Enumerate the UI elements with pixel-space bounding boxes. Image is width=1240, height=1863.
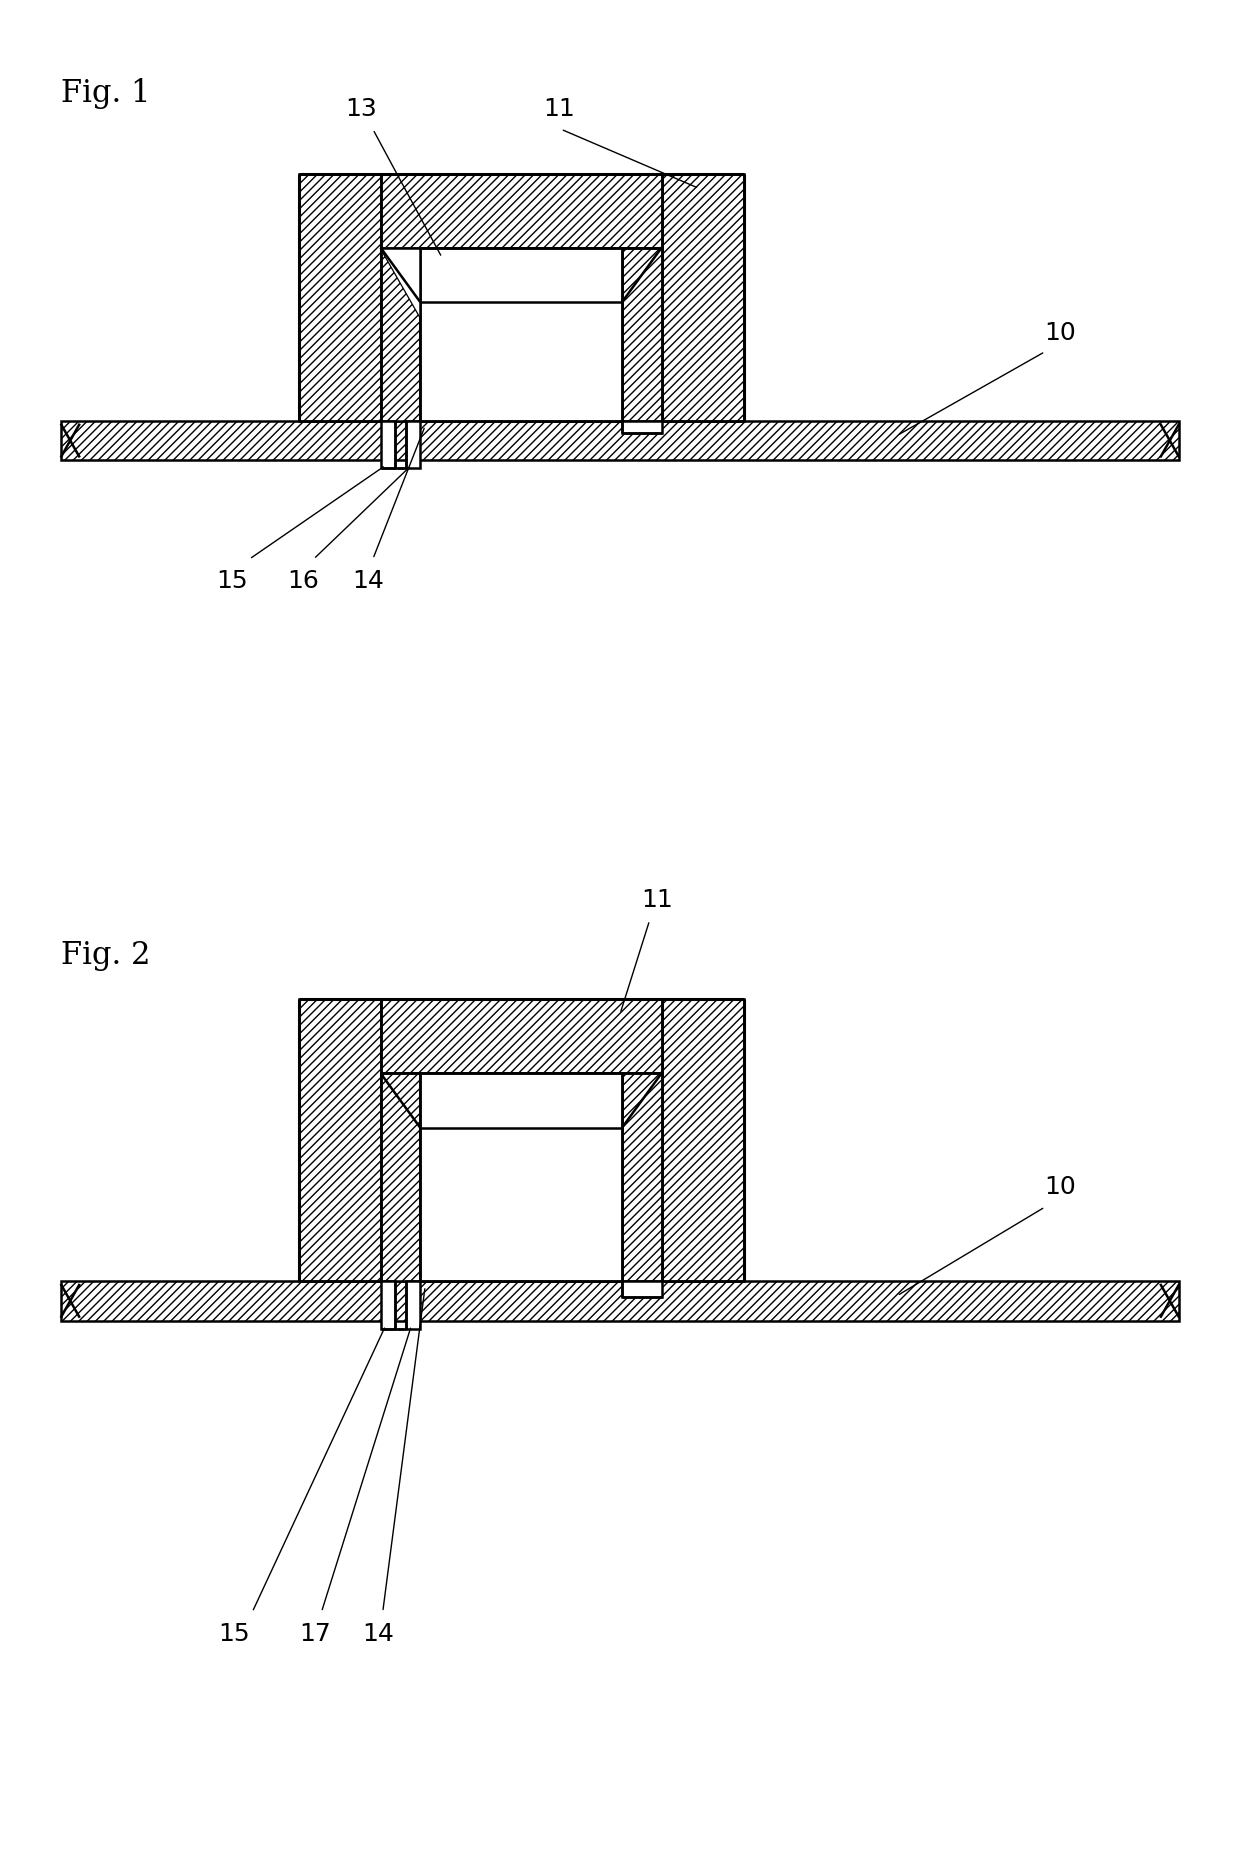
Polygon shape (381, 248, 420, 317)
Polygon shape (381, 999, 661, 1073)
Text: 11: 11 (543, 97, 574, 121)
Text: 13: 13 (345, 97, 377, 121)
Text: 16: 16 (288, 568, 320, 592)
Bar (622, 421, 661, 432)
Bar (381, 1282, 394, 1328)
Bar (61, 1282, 1179, 1321)
Text: 15: 15 (218, 1623, 250, 1647)
Text: 15: 15 (217, 568, 248, 592)
Bar (420, 1073, 622, 1282)
Polygon shape (661, 999, 744, 1282)
Text: 10: 10 (1044, 1176, 1076, 1200)
Bar (420, 248, 622, 421)
Text: 10: 10 (1044, 320, 1076, 345)
Text: 17: 17 (300, 1623, 331, 1647)
Polygon shape (622, 1073, 661, 1282)
Bar (622, 1282, 661, 1297)
Polygon shape (299, 999, 381, 1282)
Polygon shape (381, 1073, 420, 1282)
Polygon shape (622, 248, 661, 421)
Text: Fig. 1: Fig. 1 (61, 78, 151, 108)
Bar (381, 421, 394, 468)
Bar (61, 421, 1179, 460)
Bar (407, 421, 420, 468)
Text: Fig. 2: Fig. 2 (61, 941, 151, 971)
Polygon shape (381, 173, 661, 248)
Text: 14: 14 (352, 568, 384, 592)
Text: 11: 11 (641, 889, 673, 913)
Polygon shape (381, 248, 420, 421)
Polygon shape (299, 173, 381, 421)
Text: 14: 14 (362, 1623, 393, 1647)
Polygon shape (661, 173, 744, 421)
Bar (407, 1282, 420, 1328)
